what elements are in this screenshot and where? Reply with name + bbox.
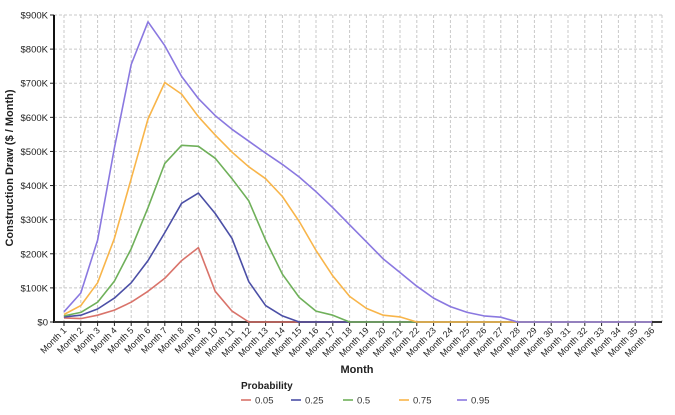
- legend-label: 0.5: [357, 396, 370, 407]
- legend-label: 0.75: [413, 396, 432, 407]
- y-tick-label: $0: [37, 318, 48, 329]
- grid-lines: [54, 14, 663, 322]
- legend-item-0_75[interactable]: 0.75: [399, 396, 432, 407]
- y-tick-label: $800K: [21, 45, 49, 56]
- legend-label: 0.25: [305, 396, 324, 407]
- y-tick-label: $400K: [21, 181, 49, 192]
- legend-item-0_5[interactable]: 0.5: [343, 396, 370, 407]
- legend-item-0_05[interactable]: 0.05: [241, 396, 274, 407]
- legend-title: Probability: [241, 381, 293, 392]
- series-line-0_95: [63, 20, 652, 323]
- y-axis: $0 $100K $200K $300K $400K $500K $600K $700K $80…: [21, 11, 55, 329]
- series-lines: [63, 20, 652, 323]
- y-tick-label: $300K: [21, 215, 49, 226]
- legend-label: 0.95: [471, 396, 490, 407]
- legend-item-0_25[interactable]: 0.25: [291, 396, 324, 407]
- x-axis-title: Month: [341, 364, 374, 376]
- y-tick-label: $200K: [21, 249, 49, 260]
- legend-item-0_95[interactable]: 0.95: [457, 396, 490, 407]
- y-tick-label: $900K: [21, 11, 49, 22]
- y-tick-label: $500K: [21, 147, 49, 158]
- y-tick-label: $100K: [21, 283, 49, 294]
- legend-label: 0.05: [255, 396, 274, 407]
- legend: 0.05 0.25 0.5 0.75 0.95: [241, 396, 490, 407]
- series-line-0_75: [63, 81, 652, 323]
- y-tick-label: $700K: [21, 79, 49, 90]
- y-axis-title: Construction Draw ($ / Month): [4, 89, 16, 246]
- y-tick-label: $600K: [21, 113, 49, 124]
- series-line-0_05: [63, 246, 652, 323]
